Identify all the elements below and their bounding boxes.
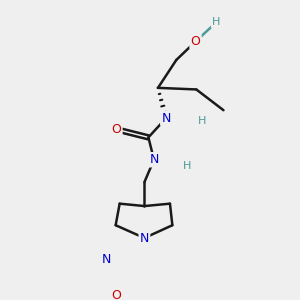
Text: O: O bbox=[112, 123, 122, 136]
Text: H: H bbox=[183, 161, 192, 171]
Text: N: N bbox=[140, 232, 149, 244]
Text: H: H bbox=[198, 116, 206, 126]
Text: N: N bbox=[149, 153, 159, 166]
Text: O: O bbox=[112, 289, 122, 300]
Text: N: N bbox=[161, 112, 171, 125]
Text: O: O bbox=[190, 35, 200, 48]
Text: H: H bbox=[212, 17, 220, 27]
Text: N: N bbox=[101, 253, 111, 266]
